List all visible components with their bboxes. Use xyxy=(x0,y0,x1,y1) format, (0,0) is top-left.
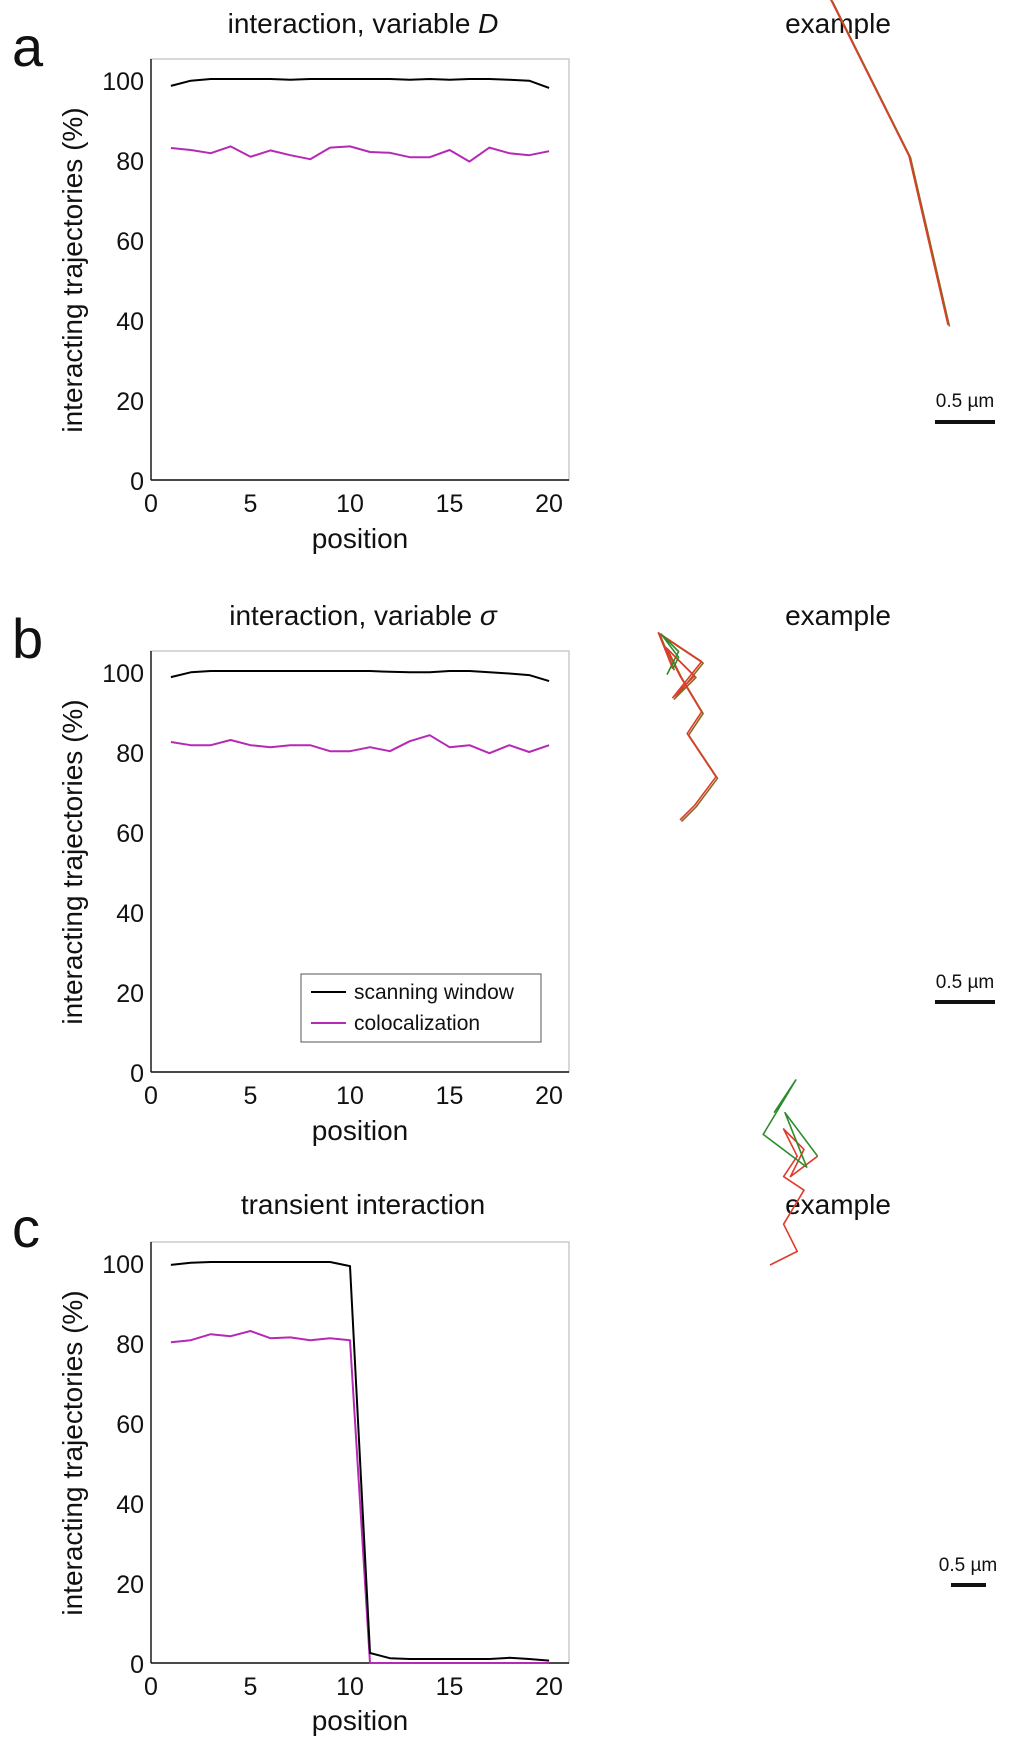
panel-a-title-symbol: D xyxy=(478,8,498,39)
trajectory-green-trace xyxy=(762,1079,819,1168)
panel-c-ytick-label: 20 xyxy=(116,1571,144,1599)
panel-c-example-title: example xyxy=(785,1189,891,1220)
panel-c-title: transient interaction xyxy=(241,1189,485,1220)
trajectory-red-trace xyxy=(829,0,949,326)
trajectory-overlay-trace xyxy=(659,633,719,823)
panel-c-xtick-label: 10 xyxy=(336,1673,364,1701)
panel-c-xtick-label: 20 xyxy=(535,1673,563,1701)
trajectory-overlay-trace xyxy=(829,0,951,327)
panel-b-ytick-label: 40 xyxy=(116,900,144,928)
panel-b-title-prefix: interaction, variable xyxy=(229,600,480,631)
panel-b-series-layer xyxy=(170,670,550,755)
series-line-scanning-window xyxy=(170,78,550,89)
series-line-colocalization xyxy=(170,734,550,755)
panel-b: b interaction, variable σ 0 20 40 60 80 … xyxy=(12,600,995,1146)
trajectory-green-trace xyxy=(660,633,680,675)
panel-b-xtick-label: 5 xyxy=(244,1082,258,1110)
panel-c-ylabel: interacting trajectories (%) xyxy=(57,1290,88,1615)
panel-a-ytick-label: 80 xyxy=(116,148,144,176)
panel-a-xtick-label: 15 xyxy=(436,490,464,518)
panel-c-title-prefix: transient interaction xyxy=(241,1189,485,1220)
legend-box xyxy=(300,973,542,1043)
panel-a-xtick-label: 5 xyxy=(244,490,258,518)
panel-b-xtick-label: 20 xyxy=(535,1082,563,1110)
legend-label-scanning-window: scanning window xyxy=(354,981,515,1004)
panel-c-ytick-label: 60 xyxy=(116,1411,144,1439)
panel-a-example-trajectory xyxy=(829,0,951,327)
panel-a-title-prefix: interaction, variable xyxy=(228,8,479,39)
panel-c-ytick-label: 0 xyxy=(130,1651,144,1679)
panel-a-plot-frame xyxy=(150,58,570,481)
panel-b-title: interaction, variable σ xyxy=(229,600,498,631)
panel-c-xtick-label: 5 xyxy=(244,1673,258,1701)
series-line-scanning-window xyxy=(170,1261,550,1662)
panel-c-xtick-label: 15 xyxy=(436,1673,464,1701)
panel-a-ytick-label: 20 xyxy=(116,388,144,416)
panel-b-title-symbol: σ xyxy=(480,600,498,631)
panel-b-ytick-label: 100 xyxy=(102,660,144,688)
panel-a-xtick-label: 20 xyxy=(535,490,563,518)
panel-b-ytick-label: 80 xyxy=(116,740,144,768)
panel-b-ytick-label: 20 xyxy=(116,980,144,1008)
panel-b-xtick-label: 0 xyxy=(144,1082,158,1110)
panel-b-xtick-label: 15 xyxy=(436,1082,464,1110)
panel-c-ytick-label: 80 xyxy=(116,1331,144,1359)
series-line-colocalization xyxy=(170,1330,550,1664)
panel-b-example-title: example xyxy=(785,600,891,631)
panel-b-xlabel: position xyxy=(312,1115,409,1146)
panel-c-scale-label: 0.5 µm xyxy=(939,1555,997,1576)
panel-a-ytick-label: 100 xyxy=(102,68,144,96)
panel-c-xtick-label: 0 xyxy=(144,1673,158,1701)
legend-label-colocalization: colocalization xyxy=(354,1012,480,1035)
panel-b-scale-label: 0.5 µm xyxy=(936,972,994,993)
panel-a-ylabel: interacting trajectories (%) xyxy=(57,107,88,432)
panel-letter-c: c xyxy=(12,1196,40,1259)
panel-a-ytick-label: 40 xyxy=(116,308,144,336)
panel-a-xlabel: position xyxy=(312,523,409,554)
panel-b-legend: scanning window colocalization xyxy=(300,973,542,1043)
panel-b-ytick-label: 60 xyxy=(116,820,144,848)
panel-b-ylabel: interacting trajectories (%) xyxy=(57,699,88,1024)
panel-a-xtick-label: 0 xyxy=(144,490,158,518)
panel-a-xtick-label: 10 xyxy=(336,490,364,518)
panel-c-xlabel: position xyxy=(312,1705,409,1736)
trajectory-red-trace xyxy=(769,1128,819,1266)
panel-c-example-trajectory xyxy=(762,1079,819,1266)
panel-a-title: interaction, variable D xyxy=(228,8,499,39)
panel-b-example-trajectory xyxy=(657,631,719,823)
panel-a-series-layer xyxy=(170,78,550,163)
panel-c-series-layer xyxy=(170,1261,550,1664)
panel-a-scale-label: 0.5 µm xyxy=(936,391,994,412)
series-line-scanning-window xyxy=(170,670,550,683)
panel-letter-a: a xyxy=(12,15,44,78)
panel-a-ytick-label: 60 xyxy=(116,228,144,256)
panel-a: a interaction, variable D 0 20 40 60 80 … xyxy=(12,0,995,554)
panel-c: c transient interaction 0 20 40 60 80 10… xyxy=(12,1079,997,1736)
panel-c-ytick-label: 40 xyxy=(116,1491,144,1519)
series-line-colocalization xyxy=(170,145,550,163)
panel-b-ytick-label: 0 xyxy=(130,1060,144,1088)
panel-c-ytick-label: 100 xyxy=(102,1251,144,1279)
panel-a-ytick-label: 0 xyxy=(130,468,144,496)
panel-letter-b: b xyxy=(12,607,43,670)
panel-b-xtick-label: 10 xyxy=(336,1082,364,1110)
